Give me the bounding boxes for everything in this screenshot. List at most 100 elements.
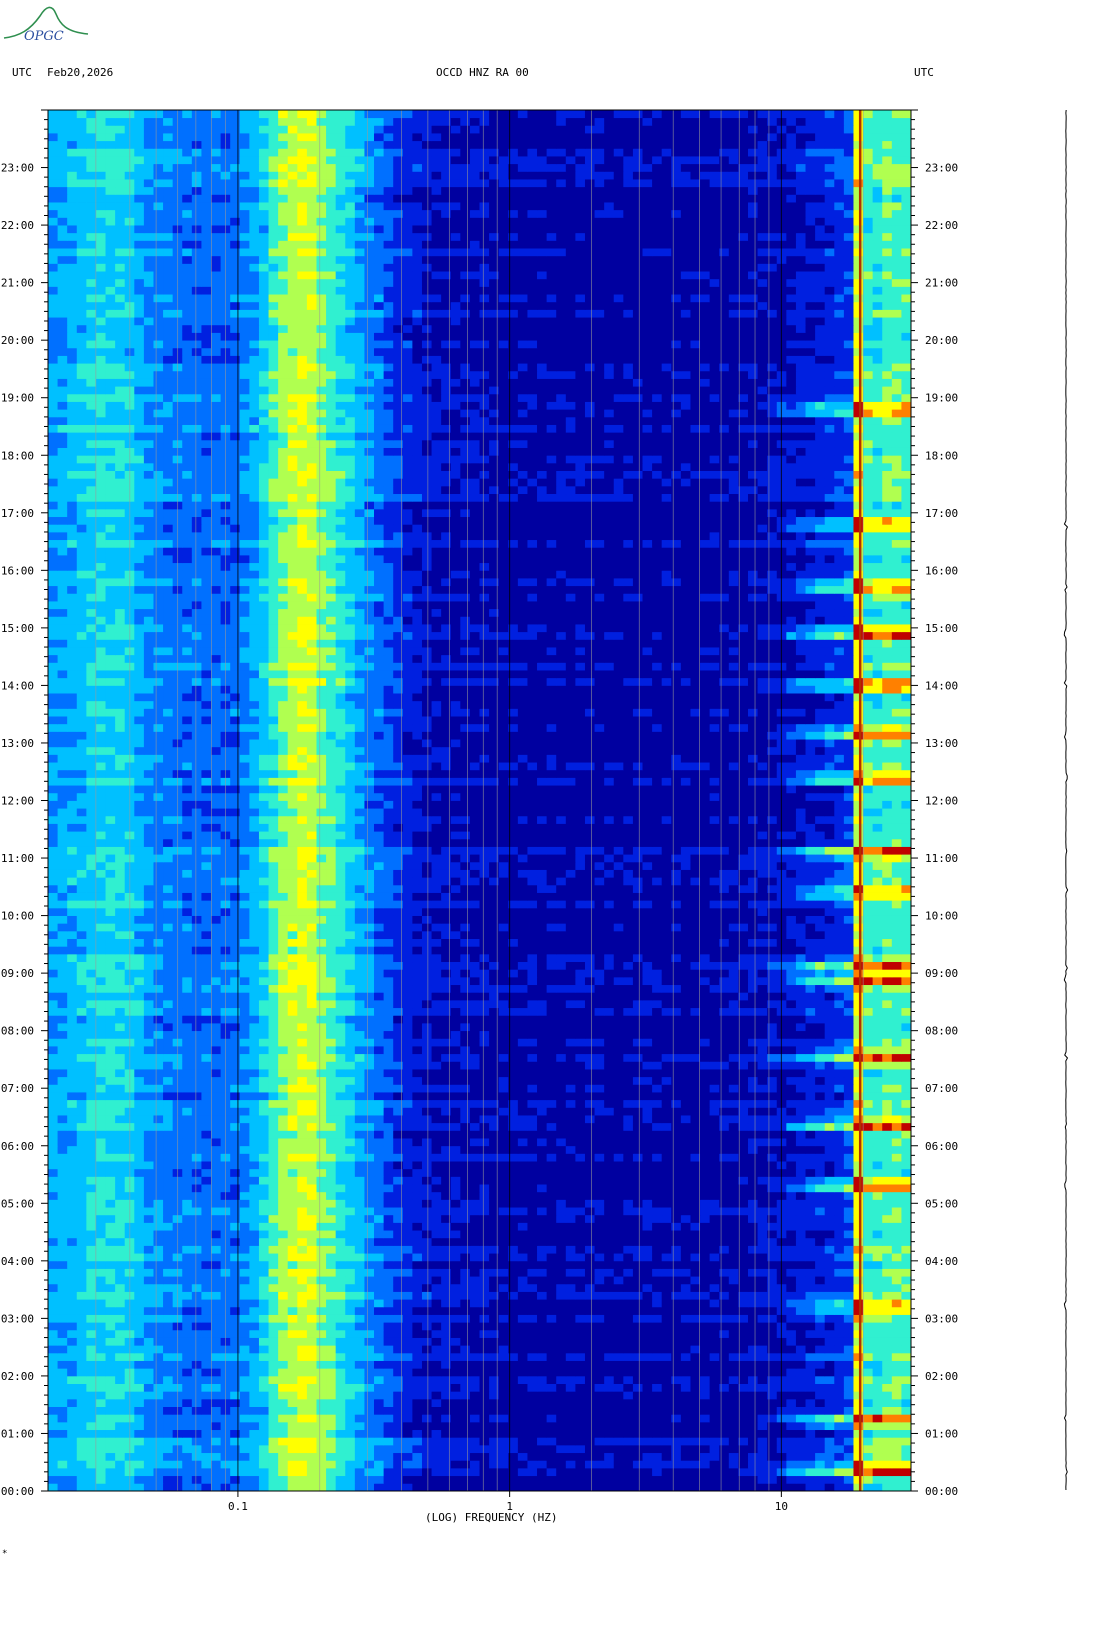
spectrogram-cell — [76, 1299, 87, 1308]
spectrogram-cell — [460, 1352, 471, 1361]
spectrogram-cell — [201, 1184, 212, 1193]
spectrogram-cell — [872, 1429, 883, 1438]
spectrogram-row — [48, 1092, 912, 1101]
spectrogram-cell — [393, 1084, 404, 1093]
spectrogram-cell — [489, 1299, 500, 1308]
spectrogram-cell — [882, 1429, 893, 1438]
spectrogram-cell — [67, 1122, 78, 1131]
spectrogram-cell — [498, 1406, 509, 1415]
spectrogram-cell — [700, 1475, 711, 1484]
spectrogram-cell — [757, 1398, 768, 1407]
spectrogram-cell — [671, 1268, 682, 1277]
spectrogram-cell — [163, 1153, 174, 1162]
spectrogram-cell — [671, 1360, 682, 1369]
spectrogram-cell — [834, 1391, 845, 1400]
spectrogram-cell — [747, 1329, 758, 1338]
spectrogram-cell — [738, 1168, 749, 1177]
spectrogram-cell — [795, 1421, 806, 1431]
spectrogram-cell — [632, 1153, 643, 1162]
spectrogram-cell — [354, 1299, 365, 1308]
spectrogram-cell — [354, 1352, 365, 1361]
spectrogram-cell — [623, 1383, 634, 1392]
spectrogram-cell — [450, 1260, 461, 1269]
spectrogram-cell — [306, 1414, 317, 1423]
spectrogram-cell — [134, 1345, 145, 1354]
spectrogram-cell — [489, 1314, 500, 1323]
spectrogram-cell — [575, 1199, 586, 1208]
spectrogram-cell — [680, 1398, 691, 1407]
spectrogram-cell — [594, 1421, 605, 1431]
spectrogram-cell — [747, 1268, 758, 1277]
spectrogram-cell — [211, 1199, 221, 1208]
spectrogram-cell — [834, 1368, 845, 1377]
spectrogram-cell — [872, 1176, 883, 1185]
spectrogram-cell — [268, 1122, 279, 1131]
spectrogram-cell — [891, 1299, 902, 1308]
spectrogram-cell — [335, 1230, 346, 1239]
spectrogram-cell — [383, 1398, 394, 1407]
spectrogram-cell — [153, 1291, 164, 1300]
spectrogram-cell — [67, 1391, 78, 1400]
spectrogram-cell — [824, 1375, 835, 1384]
spectrogram-cell — [297, 1345, 308, 1354]
spectrogram-cell — [709, 1460, 720, 1469]
spectrogram-cell — [316, 1306, 327, 1315]
spectrogram-cell — [757, 1329, 768, 1338]
spectrogram-cell — [287, 1176, 298, 1185]
spectrogram-cell — [268, 1268, 279, 1277]
spectrogram-cell — [67, 1383, 78, 1392]
spectrogram-cell — [211, 1314, 221, 1323]
spectrogram-cell — [297, 1406, 308, 1415]
spectrogram-cell — [584, 1375, 595, 1384]
spectrogram-cell — [182, 1475, 193, 1484]
spectrogram-cell — [613, 1207, 624, 1216]
spectrogram-cell — [508, 1092, 519, 1101]
spectrogram-cell — [537, 1230, 548, 1239]
spectrogram-cell — [460, 1115, 471, 1124]
spectrogram-cell — [901, 1306, 912, 1315]
spectrogram-cell — [441, 1245, 452, 1254]
spectrogram-cell — [76, 1092, 87, 1101]
spectrogram-cell — [412, 1076, 423, 1085]
spectrogram-cell — [230, 1421, 241, 1431]
spectrogram-cell — [700, 1145, 711, 1154]
spectrogram-cell — [853, 1283, 864, 1292]
spectrogram-cell — [431, 1237, 442, 1246]
spectrogram-cell — [863, 1276, 874, 1285]
spectrogram-cell — [191, 1452, 202, 1461]
spectrogram-cell — [469, 1368, 480, 1377]
spectrogram-cell — [297, 1475, 308, 1484]
spectrogram-cell — [95, 1084, 106, 1093]
spectrogram-row — [48, 1291, 912, 1300]
spectrogram-cell — [575, 1391, 586, 1400]
spectrogram-cell — [872, 1368, 883, 1377]
spectrogram-cell — [527, 1069, 538, 1078]
spectrogram-cell — [882, 1322, 893, 1331]
spectrogram-cell — [824, 1084, 835, 1093]
spectrogram-cell — [86, 1161, 97, 1170]
spectrogram-cell — [412, 1345, 423, 1354]
spectrogram-cell — [479, 1398, 490, 1407]
spectrogram-cell — [623, 1329, 634, 1338]
spectrogram-cell — [901, 1437, 912, 1446]
spectrogram-cell — [594, 1122, 605, 1131]
spectrogram-cell — [354, 1130, 365, 1139]
spectrogram-cell — [354, 1245, 365, 1254]
spectrogram-cell — [489, 1230, 500, 1239]
spectrogram-cell — [891, 1168, 902, 1177]
spectrogram-cell — [786, 1230, 797, 1239]
spectrogram-cell — [143, 1168, 154, 1177]
spectrogram-cell — [421, 1260, 432, 1269]
spectrogram-cell — [354, 1268, 365, 1277]
spectrogram-cell — [709, 1161, 720, 1170]
spectrogram-cell — [527, 1207, 538, 1216]
spectrogram-cell — [517, 1337, 528, 1346]
spectrogram-cell — [335, 1360, 346, 1369]
spectrogram-cell — [690, 1214, 701, 1223]
spectrogram-cell — [671, 1245, 682, 1254]
spectrogram-cell — [661, 1207, 672, 1216]
spectrogram-cell — [182, 1230, 193, 1239]
spectrogram-cell — [76, 1421, 87, 1431]
spectrogram-cell — [652, 1299, 663, 1308]
spectrogram-cell — [795, 1207, 806, 1216]
